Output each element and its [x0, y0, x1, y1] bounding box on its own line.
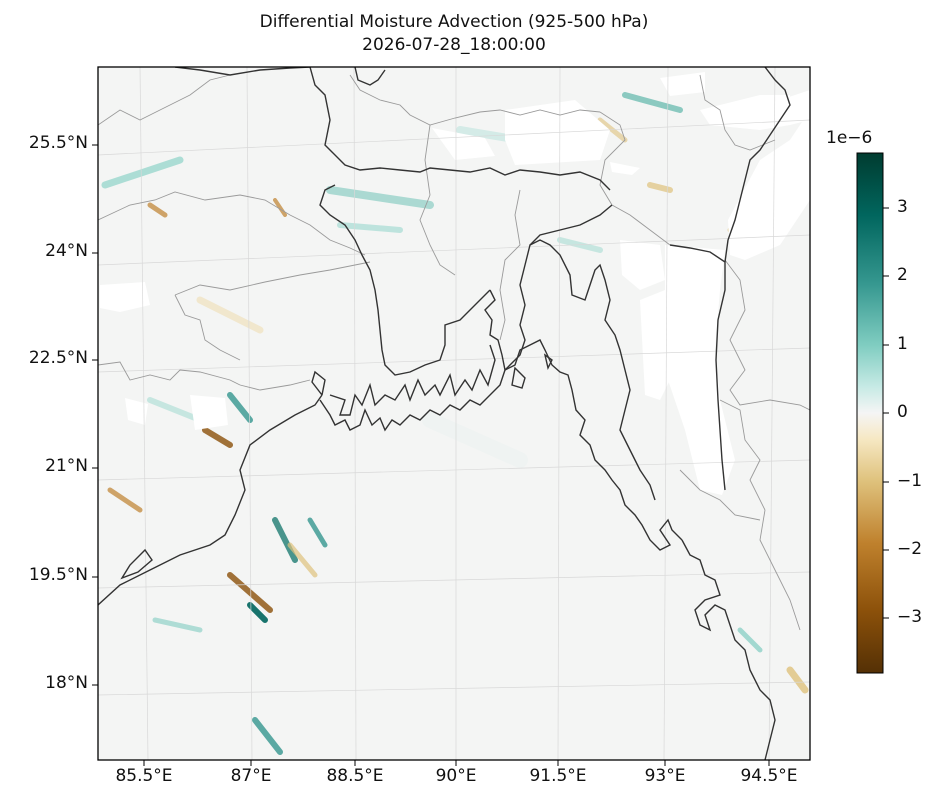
lon-label: 94.5°E: [740, 766, 798, 786]
map-area: [98, 67, 810, 760]
colorbar: [856, 152, 889, 674]
map-title: Differential Moisture Advection (925-500…: [259, 12, 649, 32]
lon-label: 85.5°E: [115, 766, 173, 786]
lat-label: 21°N: [45, 456, 88, 476]
colorbar-gradient: [856, 152, 884, 674]
state-boundaries: [98, 74, 810, 631]
colorbar-tick-label: 1: [897, 334, 908, 354]
lat-label: 19.5°N: [28, 565, 88, 585]
colorbar-tick-label: −2: [897, 539, 923, 559]
lon-label: 88.5°E: [326, 766, 384, 786]
lon-label: 91.5°E: [529, 766, 587, 786]
lon-label: 93°E: [644, 766, 686, 786]
lat-label: 25.5°N: [28, 133, 88, 153]
colorbar-tick-label: 0: [897, 402, 908, 422]
lat-label: 18°N: [45, 673, 88, 693]
colorbar-tick-label: 3: [897, 197, 908, 217]
colorbar-ticks: [883, 207, 889, 619]
coastline-borders: [98, 67, 791, 760]
map-subtitle: 2026-07-28_18:00:00: [362, 35, 546, 55]
map-frame: [97, 66, 811, 761]
colorbar-tick-label: −1: [897, 471, 923, 491]
graticule: [98, 67, 810, 760]
colorbar-tick-label: −3: [897, 607, 923, 627]
lat-label: 24°N: [45, 241, 88, 261]
lon-label: 87°E: [230, 766, 272, 786]
axis-ticks: [92, 144, 770, 766]
lat-label: 22.5°N: [28, 348, 88, 368]
lon-label: 90°E: [435, 766, 477, 786]
colorbar-tick-label: 2: [897, 265, 908, 285]
colorbar-exponent: 1e−6: [826, 128, 873, 148]
